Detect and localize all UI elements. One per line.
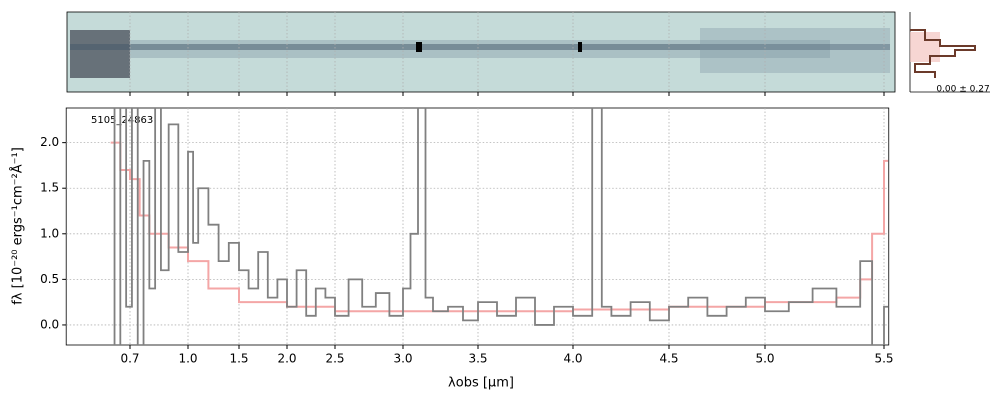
- y-tick-label: 2.0: [40, 135, 59, 149]
- y-tick-label: 0.5: [40, 272, 59, 286]
- x-tick-label: 3.5: [468, 352, 487, 366]
- y-tick-label: 1.0: [40, 226, 59, 240]
- histogram-inset: [909, 12, 990, 93]
- x-tick-label: 2.0: [277, 352, 296, 366]
- x-tick-label: 0.7: [120, 352, 139, 366]
- plot-frame: [65, 107, 890, 346]
- x-axis-label: λobs [μm]: [448, 376, 514, 391]
- y-tick-label: 0.0: [40, 317, 59, 331]
- x-tick-label: 5.5: [874, 352, 893, 366]
- x-tick-label: 1.0: [178, 352, 197, 366]
- annotation: 5105_24863: [91, 115, 153, 126]
- inset-label: 0.00 ± 0.27: [936, 85, 989, 95]
- x-tick-label: 5.0: [755, 352, 774, 366]
- x-tick-label: 4.5: [659, 352, 678, 366]
- x-tick-label: 2.5: [325, 352, 344, 366]
- annotation-box: [86, 111, 158, 128]
- spectrum-line: [113, 108, 888, 345]
- y-tick-label: 1.5: [40, 181, 59, 195]
- spectrum-line: [110, 141, 888, 313]
- series-group: [110, 108, 888, 345]
- y-axis-label: fλ [10⁻²⁰ ergs⁻¹cm⁻²Å⁻¹]: [10, 147, 26, 305]
- spectrum-2d: [66, 11, 896, 93]
- x-tick-label: 4.0: [563, 352, 582, 366]
- x-tick-label: 1.5: [229, 352, 248, 366]
- x-tick-label: 3.0: [393, 352, 412, 366]
